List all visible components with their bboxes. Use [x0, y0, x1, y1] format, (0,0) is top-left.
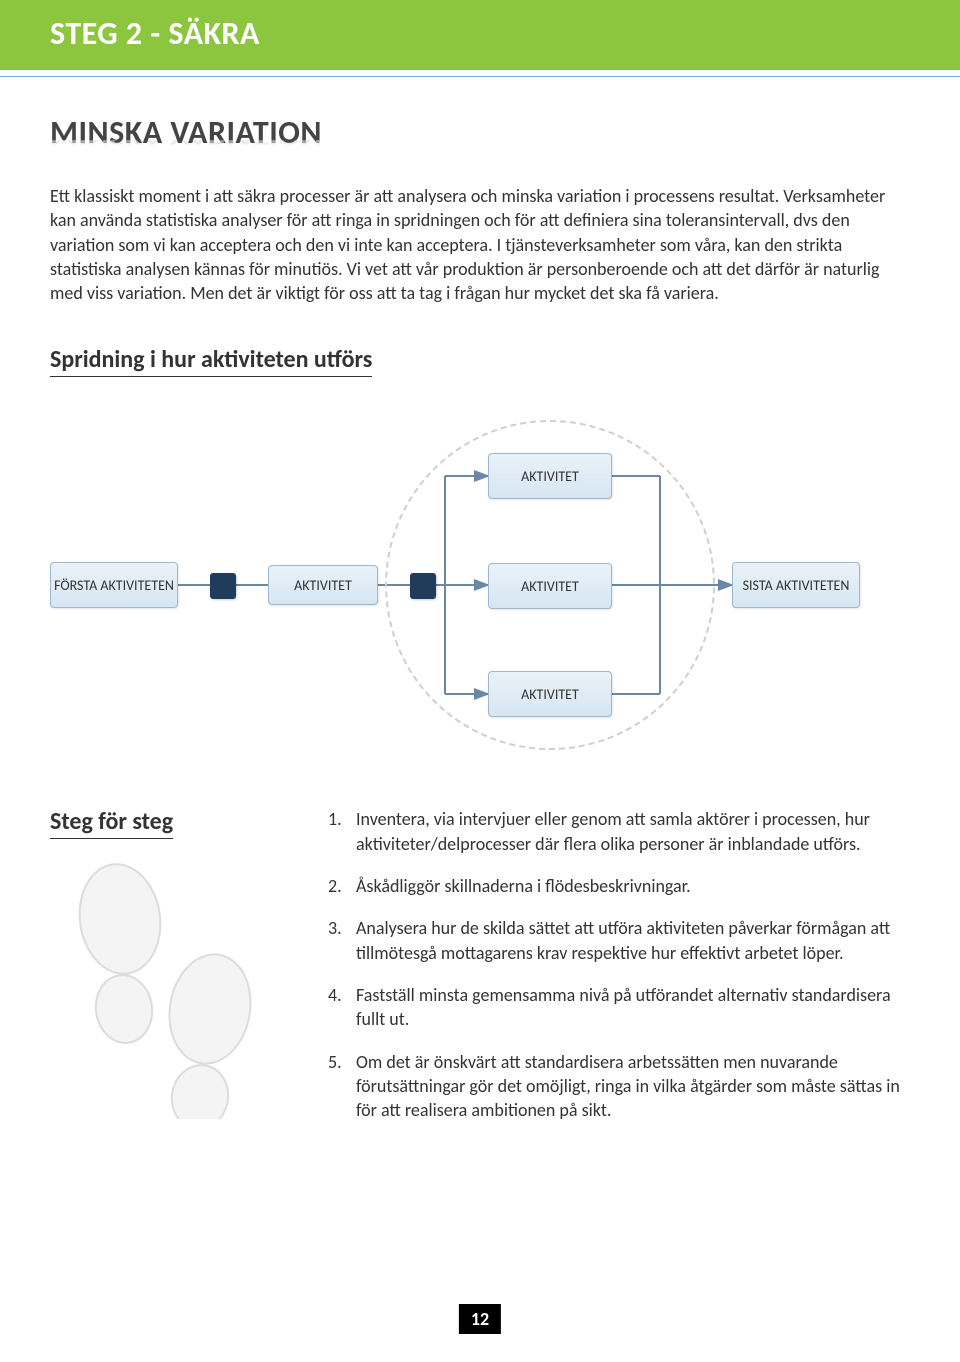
title-reflection: MINSKA VARIATION	[50, 140, 910, 150]
flow-node-act1: AKTIVITET	[268, 565, 378, 605]
page-number: 12	[459, 1304, 501, 1334]
flow-node-actMid: AKTIVITET	[488, 563, 612, 609]
step-item: Om det är önskvärt att standardisera arb…	[328, 1050, 910, 1123]
flow-node-actBot: AKTIVITET	[488, 671, 612, 717]
banner-title: STEG 2 - SÄKRA	[0, 0, 960, 53]
steps-list-container: Inventera, via intervjuer eller genom at…	[328, 807, 910, 1140]
flow-connector-0	[210, 573, 236, 599]
steps-heading: Steg för steg	[50, 807, 173, 839]
steps-region: Steg för steg Inventera, via intervjuer …	[0, 767, 960, 1140]
content-region: MINSKA VARIATION MINSKA VARIATION Ett kl…	[0, 77, 960, 767]
body-text: Ett klassiskt moment i att säkra process…	[50, 184, 910, 305]
flow-connector-1	[410, 573, 436, 599]
footprints-icon	[50, 859, 300, 1119]
step-banner: STEG 2 - SÄKRA	[0, 0, 960, 70]
flow-node-first: FÖRSTA AKTIVITETEN	[50, 562, 178, 608]
step-item: Analysera hur de skilda sättet att utför…	[328, 916, 910, 965]
steps-list: Inventera, via intervjuer eller genom at…	[328, 807, 910, 1122]
step-item: Åskådliggör skillnaderna i flödesbeskriv…	[328, 874, 910, 898]
flow-diagram: FÖRSTA AKTIVITETEN AKTIVITET AKTIVITET AKTI…	[50, 407, 910, 767]
flow-node-last: SISTA AKTIVITETEN	[732, 562, 860, 608]
steps-left: Steg för steg	[50, 807, 300, 1140]
step-item: Inventera, via intervjuer eller genom at…	[328, 807, 910, 856]
flow-node-actTop: AKTIVITET	[488, 453, 612, 499]
step-item: Fastställ minsta gemensamma nivå på utfö…	[328, 983, 910, 1032]
diagram-heading: Spridning i hur aktiviteten utförs	[50, 345, 372, 377]
